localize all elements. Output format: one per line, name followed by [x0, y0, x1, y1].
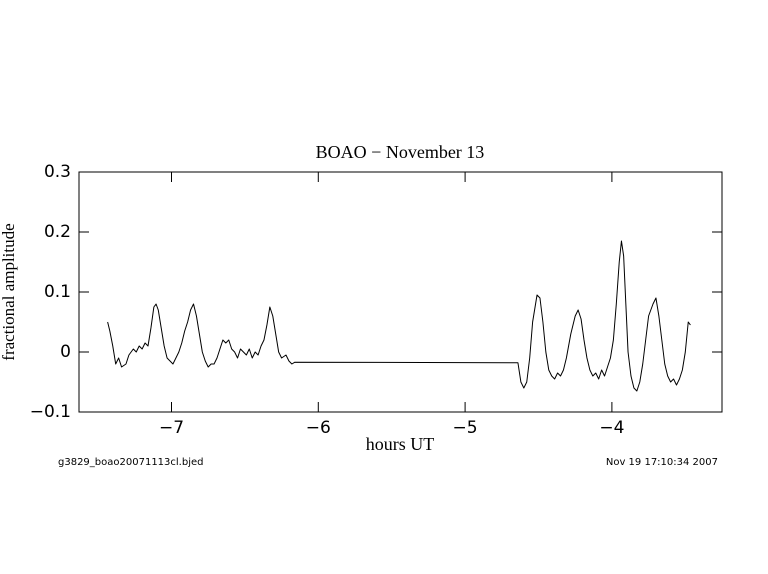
y-tick-label: 0.3: [44, 162, 71, 182]
y-axis-label: fractional amplitude: [0, 223, 18, 360]
footer-left: g3829_boao20071113cl.bjed: [58, 457, 204, 468]
y-tick-label: 0: [60, 342, 71, 362]
x-tick-label: −5: [453, 418, 478, 438]
data-line: [107, 240, 691, 392]
y-tick-label: −0.1: [30, 402, 71, 422]
x-tick-label: −7: [159, 418, 184, 438]
x-tick-label: −6: [306, 418, 331, 438]
chart-title: BOAO − November 13: [316, 142, 485, 162]
footer-right: Nov 19 17:10:34 2007: [606, 457, 718, 468]
y-tick-label: 0.2: [44, 222, 71, 242]
y-tick-label: 0.1: [44, 282, 71, 302]
x-axis-label: hours UT: [366, 434, 435, 454]
x-tick-label: −4: [599, 418, 624, 438]
